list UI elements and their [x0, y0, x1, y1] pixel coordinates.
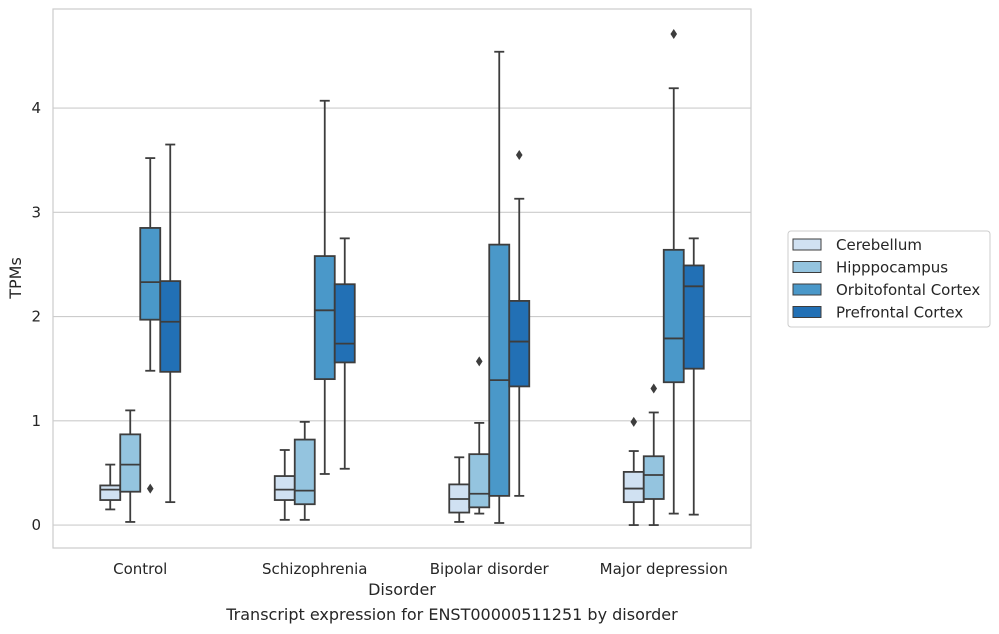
box-0-3: [159, 143, 182, 504]
box-series: [99, 29, 705, 526]
plot-area-background: [53, 9, 751, 548]
box-0-0: [99, 463, 122, 511]
outlier-point: [475, 356, 483, 367]
y-tick-label: 1: [31, 412, 41, 430]
legend: Cerebellum Hipppocampus Orbitofontal Corte…: [787, 230, 991, 328]
plot-area-frame: [52, 8, 752, 549]
x-tick-label: Control: [113, 560, 167, 578]
legend-swatch: [792, 306, 822, 318]
box-1-3: [333, 237, 356, 470]
y-tick-label: 3: [31, 203, 41, 221]
x-axis-label: Disorder: [368, 580, 436, 599]
box-iqr: [642, 455, 665, 500]
box-iqr: [488, 243, 511, 497]
box-iqr: [159, 280, 182, 373]
box-iqr: [508, 300, 531, 388]
y-tick-label: 2: [31, 308, 41, 326]
box-iqr: [139, 227, 162, 321]
legend-swatch: [792, 261, 822, 273]
box-iqr: [273, 475, 296, 501]
box-iqr: [293, 438, 316, 506]
legend-entry: Prefrontal Cortex: [836, 304, 963, 322]
outlier-point: [650, 383, 658, 394]
y-tick-label: 4: [31, 99, 41, 117]
x-axis-ticks: Control Schizophrenia Bipolar disorder Majo…: [113, 560, 728, 578]
outlier-point: [630, 416, 638, 427]
box-0-2: [139, 157, 162, 494]
chart-caption: Transcript expression for ENST0000051125…: [226, 605, 678, 624]
box-iqr: [99, 484, 122, 501]
y-tick-label: 0: [31, 516, 41, 534]
box-1-1: [293, 420, 316, 521]
legend-entry: Hipppocampus: [836, 259, 948, 277]
x-tick-label: Schizophrenia: [262, 560, 367, 578]
box-iqr: [682, 264, 705, 370]
box-iqr: [119, 433, 142, 493]
outlier-point: [670, 29, 678, 40]
legend-entry: Orbitofontal Cortex: [836, 281, 980, 299]
legend-frame: [787, 230, 991, 328]
y-axis-ticks: 0 1 2 3 4: [31, 99, 41, 534]
legend-entry: Cerebellum: [836, 236, 922, 254]
box-1-0: [273, 449, 296, 521]
box-iqr: [333, 283, 356, 364]
box-3-0: [622, 416, 645, 526]
x-tick-label: Major depression: [600, 560, 728, 578]
box-iqr: [662, 248, 685, 384]
box-iqr: [468, 453, 491, 509]
box-0-1: [119, 409, 142, 523]
box-3-3: [682, 237, 705, 516]
box-3-2: [662, 29, 685, 515]
outlier-point: [146, 483, 154, 494]
outlier-point: [515, 149, 523, 160]
box-3-1: [642, 383, 665, 526]
box-2-1: [468, 356, 491, 515]
box-2-3: [508, 149, 531, 497]
box-iqr: [622, 470, 645, 504]
legend-swatch: [792, 283, 822, 296]
box-iqr: [313, 255, 336, 381]
x-tick-label: Bipolar disorder: [430, 560, 550, 578]
y-axis-label: TPMs: [6, 257, 25, 300]
box-1-2: [313, 99, 336, 475]
legend-swatch: [792, 238, 822, 251]
